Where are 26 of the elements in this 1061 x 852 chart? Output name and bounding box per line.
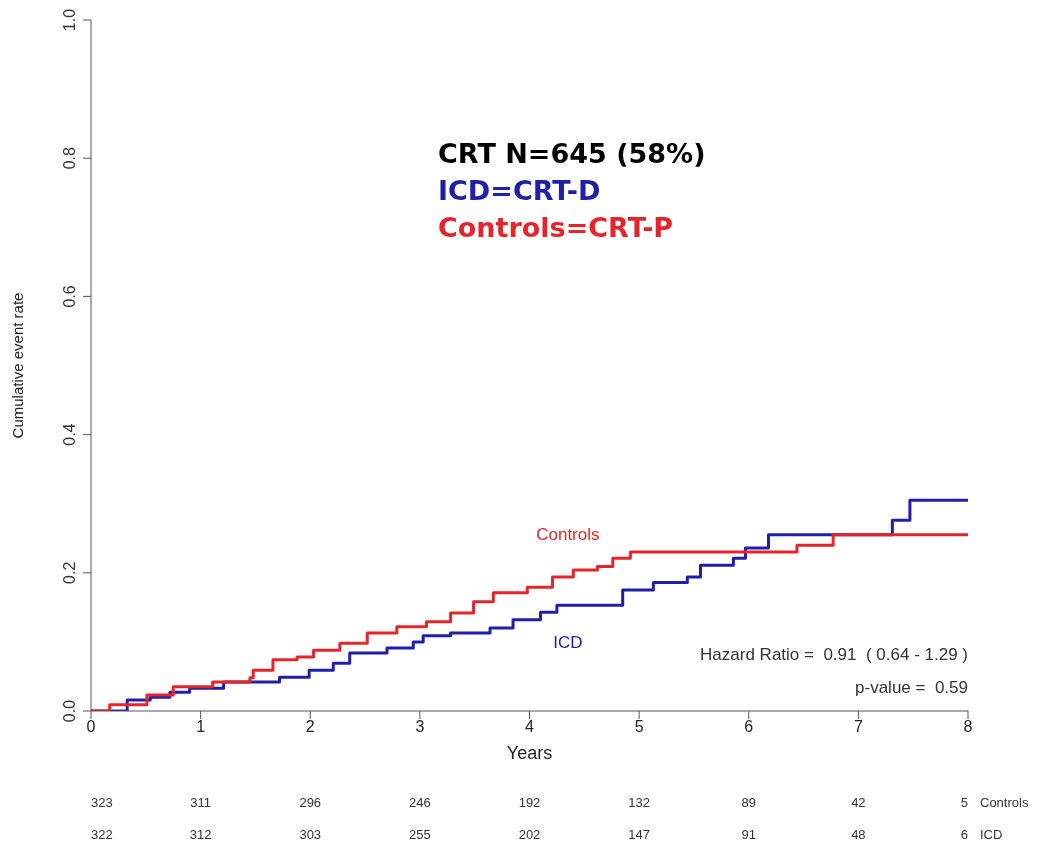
- x-tick-label: 8: [963, 718, 973, 736]
- x-tick-label: 7: [853, 718, 863, 736]
- x-tick-label: 1: [196, 718, 206, 736]
- y-tick-label: 0.4: [61, 423, 78, 446]
- annotation: Controls=CRT-P: [438, 212, 674, 243]
- y-tick-label: 0.8: [61, 146, 78, 170]
- x-tick-label: 3: [415, 718, 425, 736]
- x-tick-label: 0: [86, 718, 96, 736]
- y-tick-label: 0.6: [61, 285, 78, 308]
- text: 322 312 303 255 202 147 91 48 6 ICD: [91, 827, 1003, 842]
- series-label: ICD: [553, 633, 583, 654]
- y-axis-title: Cumulative event rate: [9, 292, 27, 439]
- x-tick-label: 2: [305, 718, 315, 736]
- annotation: p-value = 0.59: [855, 678, 968, 698]
- x-tick-label: 5: [634, 718, 644, 736]
- annotation: ICD=CRT-D: [438, 175, 601, 206]
- y-tick-label: 1.0: [61, 8, 78, 32]
- y-tick-label: 0.0: [61, 699, 78, 723]
- x-tick-label: 6: [744, 718, 754, 736]
- annotation: Hazard Ratio = 0.91 ( 0.64 - 1.29 ): [700, 645, 968, 665]
- y-tick-label: 0.2: [61, 561, 78, 584]
- annotation: CRT N=645 (58%): [438, 138, 706, 169]
- text: 323 311 296 246 192 132 89 42 5 Controls: [91, 795, 1029, 810]
- x-tick-label: 4: [525, 718, 535, 736]
- x-axis-title: Years: [506, 743, 553, 763]
- series-label: Controls: [536, 524, 600, 545]
